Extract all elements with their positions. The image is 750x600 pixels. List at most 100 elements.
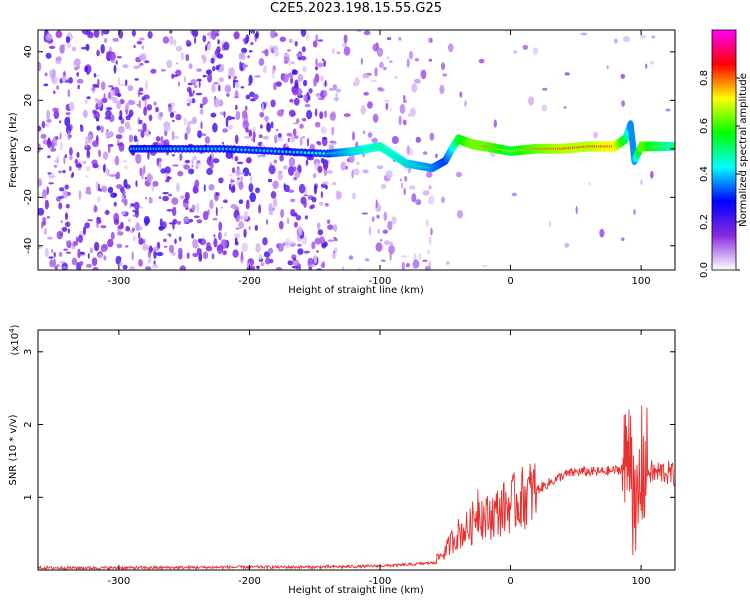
spectrogram-cell (158, 196, 162, 199)
spectrogram-cell (303, 194, 309, 197)
spectrogram-cell (294, 135, 299, 140)
spectrogram-cell (103, 255, 107, 261)
spectrogram-cell (67, 89, 71, 98)
spectrogram-cell (86, 263, 93, 268)
spectrogram-cell (315, 92, 321, 97)
spectrogram-cell (363, 30, 371, 36)
spectrogram-cell (651, 35, 656, 39)
spectrogram-cell (409, 148, 414, 156)
spectrogram-cell (129, 266, 136, 270)
spectrogram-cell (121, 211, 126, 216)
spectrogram-cell (167, 176, 171, 180)
spectrogram-cell (40, 133, 47, 139)
spectrogram-cell (614, 38, 618, 44)
spectrogram-cell (202, 96, 208, 105)
spectrogram-cell (343, 46, 351, 56)
spectrogram-cell (323, 90, 328, 97)
spectrogram-cell (153, 249, 157, 259)
spectrogram-cell (287, 189, 295, 193)
spectrogram-cell (76, 151, 80, 158)
spectrogram-cell (317, 229, 324, 236)
spectrogram-cell (216, 46, 221, 54)
spectrogram-cell (168, 244, 175, 254)
spectrogram-cell (548, 221, 552, 228)
spectrogram-cell (59, 132, 62, 141)
spectrogram-cell (328, 144, 335, 151)
y-tick-label: 2 (23, 421, 34, 427)
spectrogram-cell (213, 97, 220, 108)
spectrogram-cell (183, 216, 189, 224)
spectrogram-cell (105, 107, 113, 111)
spectrogram-cell (363, 91, 370, 96)
spectrogram-cell (268, 202, 273, 213)
spectrogram-cell (46, 118, 52, 123)
spectrogram-cell (348, 154, 355, 163)
spectrogram-cell (283, 184, 290, 193)
spectrogram-cell (184, 159, 191, 164)
spectrogram-cell (162, 195, 170, 202)
spectrogram-cell (310, 204, 316, 209)
spectrogram-cell (101, 30, 104, 36)
spectrogram-cell (107, 186, 114, 194)
spectrogram-cell (255, 265, 260, 268)
spectrogram-cell (301, 46, 306, 53)
spectrogram-cell (233, 233, 241, 239)
spectrogram-cell (593, 131, 599, 139)
spectrogram-cell (118, 126, 125, 134)
spectrogram-cell (411, 83, 418, 93)
spectrogram-cell (305, 159, 309, 166)
spectrogram-cell (124, 195, 127, 199)
spectrogram-cell (288, 165, 295, 176)
spectrogram-cell (379, 61, 384, 69)
spectrogram-cell (47, 155, 51, 159)
spectrogram-cell (292, 87, 299, 96)
spectrogram-cell (38, 61, 42, 72)
spectrogram-cell (262, 135, 269, 140)
spectrogram-cell (144, 60, 150, 64)
spectrogram-cell (248, 129, 253, 137)
spectrogram-cell (103, 92, 106, 101)
spectrogram-cell (259, 111, 265, 118)
snr-y-ticks: 1 2 3 (23, 349, 675, 500)
spectrogram-cell (121, 198, 127, 203)
snr-panel: -300 -200 -100 0 100 1 2 3 Height of straight … (8, 324, 676, 596)
spectrogram-cell (104, 116, 112, 120)
spectrogram-cell (202, 251, 209, 260)
spectrogram-cell (116, 243, 123, 249)
spectrogram-cell (327, 219, 331, 224)
spectrogram-cell (258, 134, 263, 139)
spectrogram-cell (44, 123, 50, 127)
spectrogram-cell (235, 81, 240, 89)
spectrogram-cell (274, 50, 280, 57)
spectrogram-cell (389, 251, 392, 262)
spectrogram-cell (38, 125, 42, 132)
spectrogram-cell (119, 83, 126, 87)
spectrogram-cell (399, 178, 403, 182)
spectrogram-cell (156, 157, 160, 167)
spectrogram-cell (287, 49, 291, 52)
spectrogram-cell (234, 104, 238, 111)
spectrogram-cell (228, 67, 235, 77)
spectrogram-cell (58, 251, 63, 257)
spectrogram-cell (246, 262, 252, 268)
spectrogram-cell (413, 253, 417, 261)
spectrogram-cell (62, 44, 66, 47)
spectrogram-cell (113, 64, 117, 74)
spectrogram-cell (65, 36, 71, 44)
spectrogram-cell (251, 137, 255, 142)
spectrogram-cell (119, 262, 123, 267)
snr-x-ticks: -300 -200 -100 0 100 (108, 330, 651, 587)
spectrogram-cell (38, 246, 42, 249)
spectrogram-cell (71, 172, 74, 177)
spectrogram-cell (328, 87, 335, 91)
spectrogram-cell (267, 247, 274, 254)
spectrogram-cell (403, 94, 406, 101)
spectrogram-cell (52, 107, 59, 113)
spectrogram-cell (172, 39, 177, 47)
spectrogram-cell (90, 247, 93, 254)
spectrogram-cell (153, 246, 159, 252)
spectrogram-cell (218, 99, 224, 107)
spectrogram-cell (245, 34, 250, 44)
spectrogram-cell (192, 90, 195, 94)
spectrogram-cell (155, 106, 159, 113)
